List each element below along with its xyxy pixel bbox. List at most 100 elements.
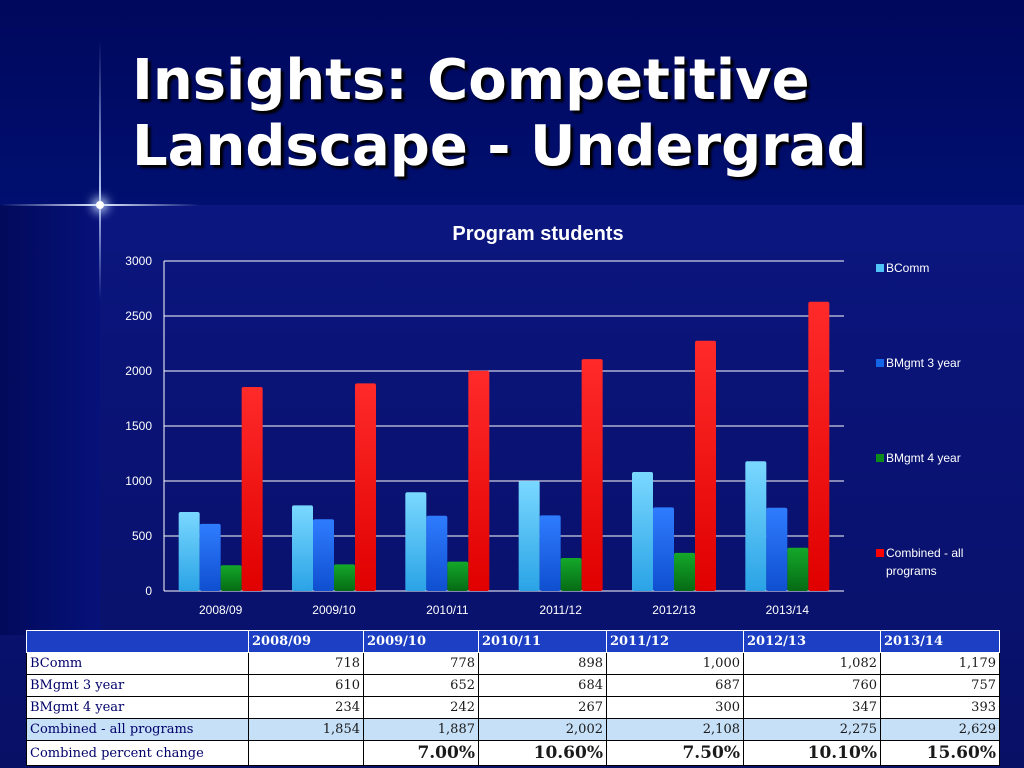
bar-bmgmt-4-year <box>787 547 809 591</box>
table-cell: 234 <box>248 696 364 719</box>
bar-bmgmt-3-year <box>539 515 561 591</box>
bar-bmgmt-4-year <box>447 561 469 591</box>
table-cell: 10.60% <box>478 740 607 766</box>
bar-bmgmt-3-year <box>199 523 221 591</box>
table-cell: 2,629 <box>880 718 1000 741</box>
table-cell: 760 <box>743 674 881 697</box>
x-tick-label: 2012/13 <box>652 603 696 617</box>
table-header-cell: 2011/12 <box>606 630 744 653</box>
table-cell: 2,275 <box>743 718 881 741</box>
legend-swatch <box>876 549 884 557</box>
y-tick-label: 1500 <box>125 419 152 433</box>
program-students-chart: Program students 0 500 1000 1500 2000 2500 300… <box>125 223 963 617</box>
gridlines <box>163 260 844 592</box>
bar-combined-all-programs <box>581 359 603 591</box>
bar-combined-all-programs <box>355 383 376 591</box>
table-cell <box>248 740 364 766</box>
legend-label: BMgmt 4 year <box>886 451 961 465</box>
table-cell: 1,854 <box>248 718 364 741</box>
bar-bmgmt-4-year <box>334 564 355 591</box>
bar-bcomm <box>178 512 200 591</box>
table-cell: 1,887 <box>363 718 479 741</box>
legend-label: Combined - all programs <box>886 546 963 578</box>
table-row-label: BMgmt 4 year <box>26 696 249 719</box>
bar-combined-all-programs <box>468 370 490 591</box>
table-row: Combined percent change 7.00% 10.60% 7.5… <box>26 740 1000 766</box>
table-header-cell: 2008/09 <box>248 630 364 653</box>
legend-swatch <box>876 264 884 272</box>
slide-title: Insights: Competitive Landscape - Underg… <box>132 48 992 180</box>
bar-bmgmt-3-year <box>766 507 788 591</box>
table-cell: 15.60% <box>880 740 1000 766</box>
table-cell: 2,108 <box>606 718 744 741</box>
decor-sparkle-icon <box>96 201 104 209</box>
table-cell: 10.10% <box>743 740 881 766</box>
slide-title-line-2: Landscape - Undergrad <box>132 114 867 179</box>
legend-label: BMgmt 3 year <box>886 356 961 370</box>
table-cell: 267 <box>478 696 607 719</box>
x-tick-label: 2009/10 <box>312 603 356 617</box>
bar-bmgmt-4-year <box>560 558 582 591</box>
left-band <box>0 205 100 635</box>
bar-bmgmt-3-year <box>313 519 334 591</box>
table-cell: 1,000 <box>606 652 744 675</box>
table-cell: 393 <box>880 696 1000 719</box>
bar-bmgmt-4-year <box>674 552 695 591</box>
x-tick-label: 2010/11 <box>426 603 469 617</box>
x-tick-label: 2011/12 <box>539 603 582 617</box>
x-tick-label: 2008/09 <box>199 603 243 617</box>
bar-bcomm <box>405 492 427 591</box>
y-tick-label: 1000 <box>125 474 152 488</box>
data-table: 2008/09 2009/10 2010/11 2011/12 2012/13 … <box>26 630 1000 766</box>
table-row: BMgmt 4 year 234 242 267 300 347 393 <box>26 696 1000 719</box>
bar-bmgmt-3-year <box>653 507 674 591</box>
table-cell: 300 <box>606 696 744 719</box>
slide-title-line-1: Insights: Competitive <box>132 48 810 113</box>
chart-title: Program students <box>452 223 623 245</box>
bar-bcomm <box>632 471 653 591</box>
bar-bcomm <box>745 461 767 591</box>
table-cell: 718 <box>248 652 364 675</box>
table-row-label: BMgmt 3 year <box>26 674 249 697</box>
table-row-label: Combined - all programs <box>26 718 249 741</box>
table-cell: 652 <box>363 674 479 697</box>
table-cell: 898 <box>478 652 607 675</box>
legend: BComm BMgmt 3 year BMgmt 4 year Combined - … <box>876 261 963 578</box>
y-tick-label: 0 <box>145 584 152 598</box>
table-cell: 778 <box>363 652 479 675</box>
bar-bmgmt-3-year <box>426 515 448 591</box>
table-cell: 757 <box>880 674 1000 697</box>
table-cell: 1,082 <box>743 652 881 675</box>
table-cell: 7.50% <box>606 740 744 766</box>
y-tick-label: 3000 <box>125 254 152 268</box>
y-tick-label: 500 <box>132 529 152 543</box>
y-tick-label: 2000 <box>125 364 152 378</box>
x-tick-label: 2013/14 <box>766 603 810 617</box>
table-row-label: Combined percent change <box>26 740 249 766</box>
bar-combined-all-programs <box>808 301 830 591</box>
bar-combined-all-programs <box>241 387 263 591</box>
y-tick-label: 2500 <box>125 309 152 323</box>
bar-bmgmt-4-year <box>220 565 242 591</box>
table-header-cell: 2009/10 <box>363 630 479 653</box>
bar-combined-all-programs <box>695 340 716 591</box>
table-header-cell <box>26 630 249 653</box>
decor-vertical-line <box>99 40 101 300</box>
table-cell: 687 <box>606 674 744 697</box>
table-row: BMgmt 3 year 610 652 684 687 760 757 <box>26 674 1000 697</box>
legend-swatch <box>876 359 884 367</box>
table-cell: 347 <box>743 696 881 719</box>
table-row: Combined - all programs 1,854 1,887 2,00… <box>26 718 1000 741</box>
x-axis-ticks: 2008/09 2009/10 2010/11 2011/12 2012/13 2013/… <box>199 603 809 617</box>
table-header-cell: 2012/13 <box>743 630 881 653</box>
header-band <box>0 0 1024 205</box>
table-cell: 242 <box>363 696 479 719</box>
table-header-cell: 2013/14 <box>880 630 1000 653</box>
table-header-cell: 2010/11 <box>478 630 607 653</box>
bar-bcomm <box>292 505 313 591</box>
table-row-label: BComm <box>26 652 249 675</box>
table-row: BComm 718 778 898 1,000 1,082 1,179 <box>26 652 1000 675</box>
table-cell: 1,179 <box>880 652 1000 675</box>
table-cell: 2,002 <box>478 718 607 741</box>
legend-label: BComm <box>886 261 929 275</box>
